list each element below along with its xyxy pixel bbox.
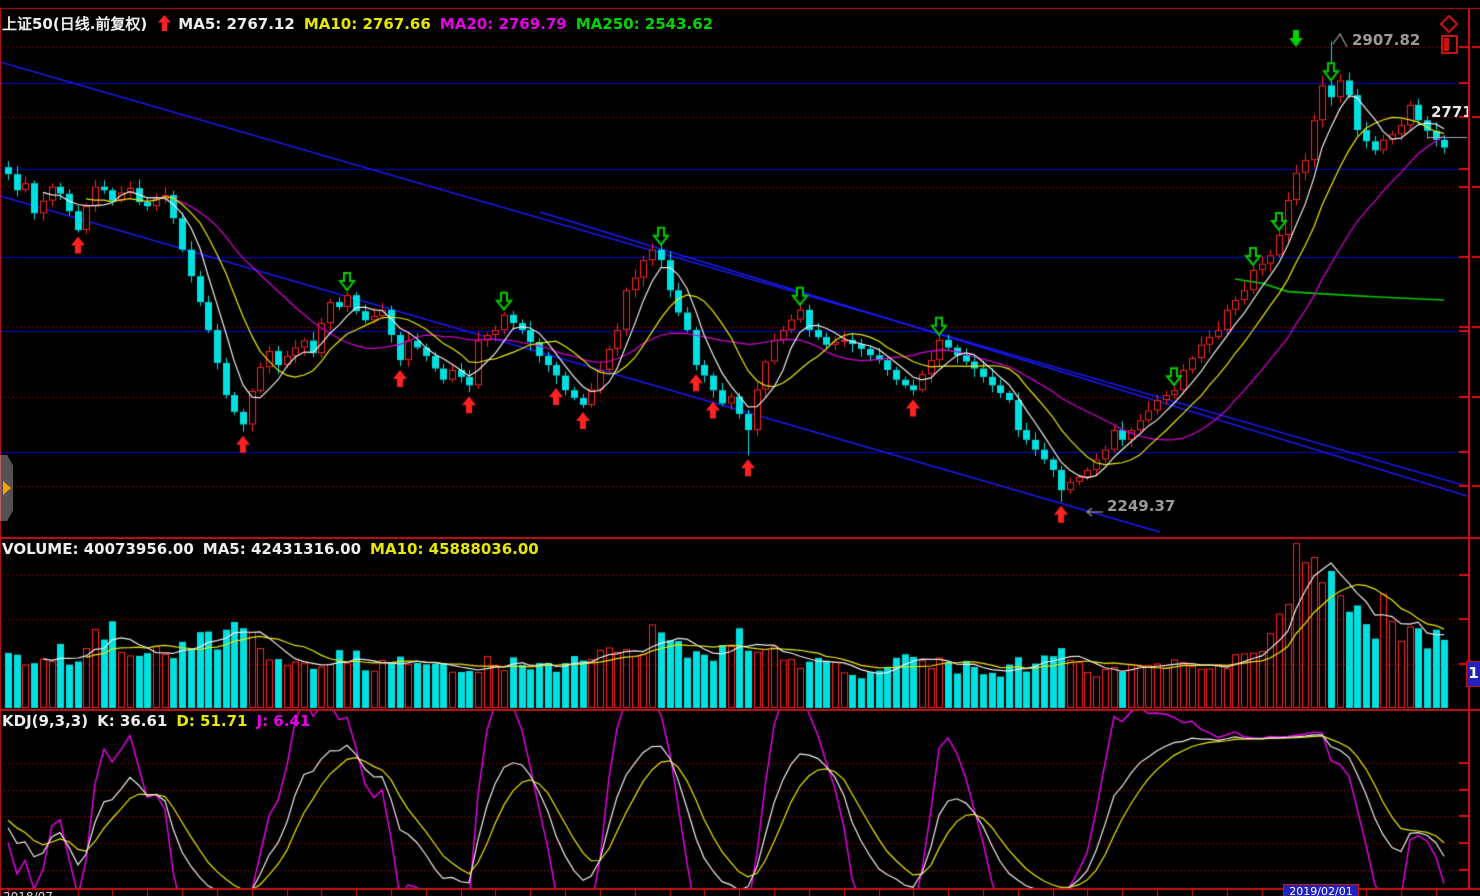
diamond-icon[interactable] bbox=[1439, 14, 1459, 34]
axis-date-badge: 2019/02/01 bbox=[1283, 884, 1359, 896]
kdj-indicator-label: KDJ(9,3,3) bbox=[2, 712, 89, 730]
ma10-value: MA10: 2767.66 bbox=[303, 15, 431, 33]
axis-start-date-label: 2018/07 bbox=[3, 890, 53, 896]
page-number-badge: 1 bbox=[1466, 661, 1480, 687]
ma250-value: MA250: 2543.62 bbox=[575, 15, 714, 33]
volume-value: VOLUME: 40073956.00 bbox=[2, 540, 194, 558]
pane-controls bbox=[1439, 14, 1480, 54]
up-arrow-icon bbox=[158, 15, 172, 31]
kdj-d-value: D: 51.71 bbox=[176, 712, 248, 730]
low-price-label: 2249.37 bbox=[1107, 497, 1176, 515]
symbol-title: 上证50(日线.前复权) bbox=[2, 15, 148, 33]
volume-ma10-value: MA10: 45888036.00 bbox=[370, 540, 539, 558]
volume-pane-header: VOLUME: 40073956.00 MA5: 42431316.00 MA10:… bbox=[2, 540, 548, 558]
ma20-value: MA20: 2769.79 bbox=[439, 15, 567, 33]
kdj-pane-header: KDJ(9,3,3) K: 36.61 D: 51.71 J: 6.41 bbox=[2, 712, 319, 730]
high-price-label: 2907.82 bbox=[1352, 31, 1421, 49]
kdj-k-value: K: 36.61 bbox=[97, 712, 168, 730]
window-split-icon[interactable] bbox=[1441, 34, 1459, 54]
kdj-j-value: J: 6.41 bbox=[256, 712, 311, 730]
expand-arrow-icon bbox=[3, 481, 11, 495]
volume-ma5-value: MA5: 42431316.00 bbox=[202, 540, 362, 558]
price-pane-header: 上证50(日线.前复权) MA5: 2767.12 MA10: 2767.66 MA2… bbox=[2, 13, 722, 34]
panel-expand-tab[interactable] bbox=[0, 455, 13, 521]
ma5-value: MA5: 2767.12 bbox=[178, 15, 295, 33]
last-price-label: 2771 bbox=[1431, 103, 1468, 121]
